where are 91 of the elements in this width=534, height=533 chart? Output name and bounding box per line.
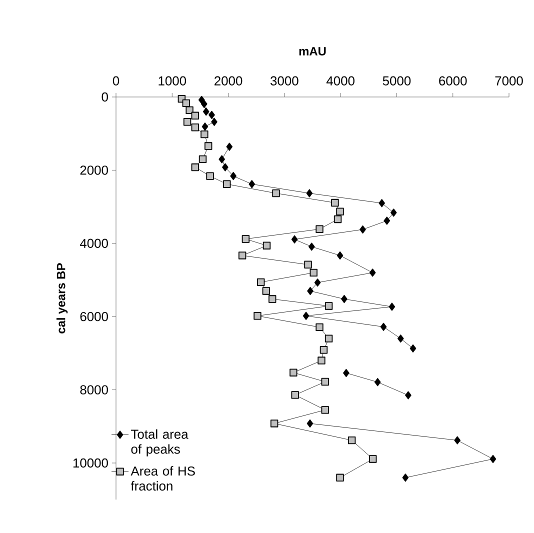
point bbox=[304, 260, 312, 268]
point bbox=[291, 391, 299, 399]
point bbox=[402, 474, 409, 482]
point bbox=[218, 155, 225, 164]
point bbox=[208, 110, 215, 119]
point bbox=[211, 118, 218, 126]
point bbox=[198, 96, 205, 104]
point bbox=[360, 225, 366, 234]
x-tick-label: 2000 bbox=[214, 76, 242, 86]
point bbox=[380, 322, 387, 331]
point bbox=[272, 189, 280, 198]
point bbox=[324, 302, 333, 310]
x-tick-label: 7000 bbox=[495, 76, 523, 86]
point bbox=[230, 172, 236, 180]
point bbox=[226, 142, 233, 151]
point bbox=[257, 278, 265, 286]
point bbox=[336, 251, 344, 260]
point bbox=[321, 378, 329, 386]
x-axis-title: mAU bbox=[299, 47, 326, 56]
x-tick-label: 5000 bbox=[382, 76, 411, 86]
legend-label: Area of HS fraction bbox=[130, 466, 195, 491]
x-tick-label: 3000 bbox=[270, 76, 298, 86]
y-tick-label: 8000 bbox=[80, 385, 108, 394]
point bbox=[206, 172, 214, 180]
y-tick-label: 6000 bbox=[80, 312, 108, 322]
point bbox=[202, 108, 210, 116]
y-tick-label: 2000 bbox=[80, 166, 108, 175]
point bbox=[378, 199, 385, 208]
point bbox=[334, 215, 342, 224]
point bbox=[222, 163, 228, 172]
point bbox=[490, 454, 496, 464]
point bbox=[262, 287, 270, 295]
point bbox=[320, 346, 328, 354]
point bbox=[191, 124, 200, 132]
point bbox=[242, 235, 250, 243]
point bbox=[201, 100, 208, 108]
point bbox=[302, 312, 310, 320]
point bbox=[198, 155, 207, 164]
y-tick-label: 0 bbox=[102, 92, 108, 102]
point bbox=[223, 180, 231, 188]
point bbox=[291, 235, 298, 244]
point bbox=[410, 344, 416, 352]
x-tick-label: 0 bbox=[112, 76, 120, 86]
point bbox=[202, 122, 208, 131]
point bbox=[191, 163, 200, 172]
point bbox=[306, 189, 313, 198]
point bbox=[369, 268, 376, 277]
point bbox=[254, 312, 262, 320]
point bbox=[374, 378, 381, 386]
point bbox=[316, 323, 324, 332]
point bbox=[405, 391, 412, 400]
point bbox=[270, 420, 278, 428]
point bbox=[331, 198, 339, 207]
point bbox=[200, 130, 208, 138]
x-tick-label: 1000 bbox=[158, 76, 186, 86]
point bbox=[268, 295, 276, 303]
point bbox=[204, 142, 212, 150]
x-tick-label: 4000 bbox=[326, 76, 354, 86]
legend-label: Total area of peaks bbox=[131, 429, 188, 456]
point bbox=[306, 419, 314, 428]
point bbox=[341, 294, 348, 304]
y-axis-title: cal years BP bbox=[56, 263, 68, 334]
point bbox=[336, 208, 344, 216]
point bbox=[248, 180, 256, 188]
point bbox=[290, 368, 298, 376]
y-tick-label: 10000 bbox=[73, 458, 108, 468]
point bbox=[307, 286, 314, 296]
point bbox=[336, 474, 344, 482]
y-tick-label: 4000 bbox=[80, 238, 108, 248]
point bbox=[324, 334, 333, 342]
point bbox=[454, 436, 461, 444]
point bbox=[316, 225, 324, 233]
point bbox=[388, 302, 396, 311]
point bbox=[390, 208, 397, 217]
point bbox=[186, 106, 194, 114]
point bbox=[384, 216, 390, 225]
point bbox=[314, 278, 321, 287]
point bbox=[182, 99, 190, 108]
point bbox=[318, 356, 326, 364]
point bbox=[238, 252, 246, 260]
point bbox=[348, 436, 356, 444]
point bbox=[343, 368, 350, 378]
point bbox=[183, 118, 192, 126]
point bbox=[262, 242, 271, 250]
x-tick-label: 6000 bbox=[439, 76, 467, 86]
point bbox=[398, 334, 404, 343]
point bbox=[308, 242, 315, 251]
point bbox=[310, 268, 318, 277]
point bbox=[321, 406, 329, 414]
point bbox=[191, 112, 200, 120]
point bbox=[369, 455, 377, 463]
